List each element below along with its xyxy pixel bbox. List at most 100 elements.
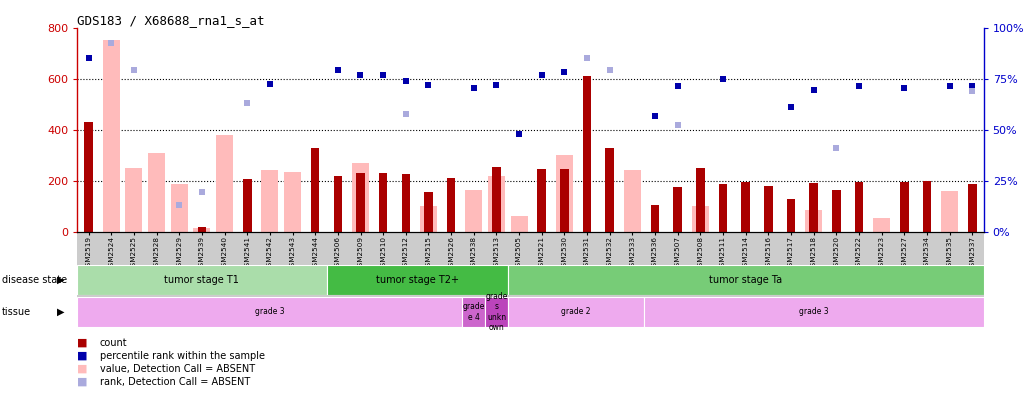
Point: [511, 130, 527, 137]
Bar: [855, 182, 863, 232]
Bar: [198, 227, 206, 232]
Bar: [77, 265, 327, 295]
Bar: [873, 218, 890, 232]
Point: [670, 83, 686, 89]
Text: ■: ■: [77, 364, 88, 374]
Point: [896, 84, 913, 91]
Bar: [511, 216, 527, 232]
Bar: [194, 228, 210, 232]
Point: [828, 145, 845, 151]
Bar: [742, 182, 750, 232]
Bar: [424, 192, 433, 232]
Text: grade 3: grade 3: [255, 307, 284, 316]
Bar: [216, 135, 233, 232]
Bar: [356, 173, 365, 232]
Point: [670, 122, 686, 128]
Bar: [352, 163, 369, 232]
Text: tumor stage Ta: tumor stage Ta: [710, 275, 782, 285]
Bar: [402, 174, 410, 232]
Bar: [77, 297, 462, 327]
Bar: [508, 265, 984, 295]
Bar: [284, 172, 301, 232]
Bar: [420, 206, 437, 232]
Point: [488, 82, 505, 88]
Bar: [492, 167, 501, 232]
Point: [851, 83, 867, 89]
Point: [964, 83, 981, 89]
Bar: [624, 170, 641, 232]
Bar: [148, 152, 165, 232]
Point: [805, 87, 822, 93]
Text: ■: ■: [77, 337, 88, 348]
Point: [375, 72, 391, 78]
Bar: [485, 297, 508, 327]
Point: [398, 111, 414, 118]
Bar: [606, 148, 614, 232]
Bar: [462, 297, 485, 327]
Bar: [583, 76, 591, 232]
Text: grade 3: grade 3: [799, 307, 828, 316]
Point: [398, 78, 414, 84]
Bar: [941, 191, 958, 232]
Text: value, Detection Call = ABSENT: value, Detection Call = ABSENT: [100, 364, 255, 374]
Point: [239, 100, 255, 106]
Bar: [651, 205, 659, 232]
Text: grade
s
unkn
own: grade s unkn own: [485, 292, 508, 332]
Bar: [923, 181, 931, 232]
Text: grade 2: grade 2: [561, 307, 590, 316]
Bar: [787, 198, 795, 232]
Text: percentile rank within the sample: percentile rank within the sample: [100, 350, 265, 361]
Text: ■: ■: [77, 350, 88, 361]
Point: [330, 67, 346, 73]
Bar: [243, 179, 251, 232]
Point: [964, 88, 981, 95]
Point: [352, 72, 369, 78]
Point: [80, 55, 97, 61]
Text: count: count: [100, 337, 128, 348]
Bar: [103, 40, 119, 232]
Text: tumor stage T2+: tumor stage T2+: [376, 275, 458, 285]
Bar: [644, 297, 984, 327]
Point: [556, 69, 573, 76]
Text: rank, Detection Call = ABSENT: rank, Detection Call = ABSENT: [100, 377, 250, 387]
Text: ▶: ▶: [58, 275, 65, 285]
Bar: [311, 148, 319, 232]
Bar: [334, 175, 342, 232]
Bar: [379, 173, 387, 232]
Point: [579, 55, 595, 61]
Bar: [466, 190, 482, 232]
Bar: [327, 265, 508, 295]
Point: [715, 76, 731, 82]
Bar: [696, 168, 705, 232]
Point: [534, 72, 550, 78]
Bar: [538, 169, 546, 232]
Point: [783, 104, 799, 110]
Bar: [126, 168, 142, 232]
Bar: [968, 185, 976, 232]
Text: disease state: disease state: [2, 275, 67, 285]
Bar: [900, 182, 908, 232]
Bar: [171, 185, 187, 232]
Point: [602, 67, 618, 73]
Text: ■: ■: [77, 377, 88, 387]
Point: [647, 112, 663, 119]
Point: [194, 189, 210, 195]
Bar: [832, 190, 840, 232]
Text: ▶: ▶: [58, 307, 65, 317]
Bar: [764, 186, 772, 232]
Bar: [262, 170, 278, 232]
Bar: [488, 175, 505, 232]
Text: GDS183 / X68688_rna1_s_at: GDS183 / X68688_rna1_s_at: [77, 13, 265, 27]
Bar: [560, 169, 569, 232]
Point: [941, 83, 958, 89]
Bar: [692, 206, 709, 232]
Bar: [556, 155, 573, 232]
Point: [420, 82, 437, 88]
Text: grade
e 4: grade e 4: [462, 302, 485, 322]
Bar: [805, 210, 822, 232]
Point: [466, 84, 482, 91]
Bar: [84, 122, 93, 232]
Point: [103, 40, 119, 46]
Bar: [508, 297, 644, 327]
Point: [126, 67, 142, 73]
